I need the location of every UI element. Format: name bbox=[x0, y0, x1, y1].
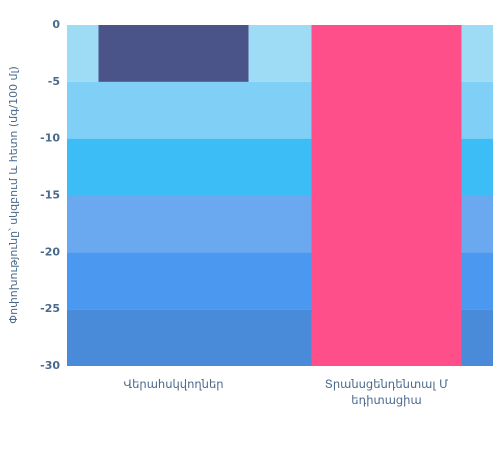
y-tick-label: -10 bbox=[40, 132, 60, 145]
x-tick-label: Տրանսցենդենտալ Մեդիտացիա bbox=[324, 377, 449, 407]
bar bbox=[311, 25, 462, 366]
y-axis-label: Փոփոխությունը՝ սկզբում և հետո (մգ/100 մլ… bbox=[7, 66, 20, 324]
y-tick-label: -20 bbox=[40, 245, 60, 258]
ticks: 0 -5 -10 -15 -20 -25 -30 bbox=[40, 18, 60, 372]
y-tick-label: -30 bbox=[40, 359, 60, 372]
y-tick-label: -25 bbox=[40, 302, 60, 315]
y-tick-label: -5 bbox=[48, 75, 60, 88]
y-tick-label: 0 bbox=[52, 18, 60, 31]
x-tick-label: Վերահսկվողներ bbox=[123, 377, 224, 391]
y-tick-label: -15 bbox=[40, 189, 60, 202]
bar bbox=[98, 25, 249, 82]
